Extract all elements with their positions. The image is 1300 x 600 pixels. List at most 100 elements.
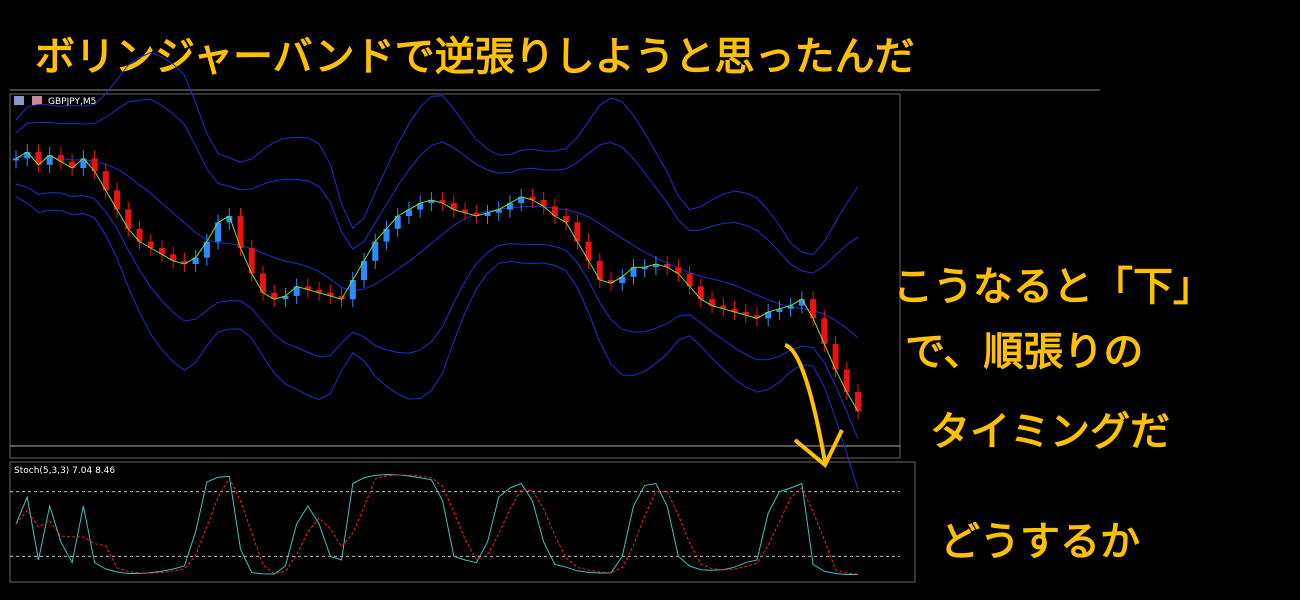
band-middle [15,154,859,339]
candle [282,296,289,300]
candle [394,216,401,229]
icon [32,96,42,105]
candle [753,315,760,319]
annotation: どうするか [940,519,1140,565]
candle [13,158,19,161]
title: ボリンジャーバンドで逆張りしようと思ったんだ [35,34,915,80]
candle [619,276,626,284]
candle [338,296,345,300]
band-outer-lower [15,196,859,490]
candle [35,152,42,165]
candle [551,206,558,216]
candle [641,267,648,270]
candle [697,286,704,300]
candle [731,308,738,312]
candle [518,196,525,204]
candle [675,267,682,274]
candle [102,171,109,191]
annotation: タイミングだ [930,409,1170,455]
candle [810,299,817,319]
candle [462,209,469,213]
annotation: で、順張りの [905,329,1143,375]
candle [798,299,805,306]
candle [405,209,412,216]
candle [506,203,513,210]
candle [136,228,143,242]
candle [226,216,233,223]
candle [484,212,491,216]
candle [709,299,716,306]
candle [630,267,637,277]
candle [69,161,76,168]
candle [664,264,671,268]
candle [271,292,278,300]
indicator-label: Stoch(5,3,3) 7.04 8.46 [14,466,115,476]
candle [450,203,457,210]
candle [596,260,603,280]
candle [125,209,132,229]
candle [327,292,334,296]
candle [652,264,659,268]
band-outer-upper [15,51,859,256]
symbol: GBPJPY,M5 [48,97,96,107]
candle [686,273,693,287]
candle [843,369,850,392]
candle [439,200,446,204]
candle [46,155,53,165]
candle [237,216,244,248]
candle [181,260,188,264]
candle [776,308,783,312]
band-lower [15,183,859,439]
arrow-head [793,429,844,469]
candle [248,248,255,274]
icon [14,96,24,105]
candle [349,280,356,300]
candle [114,190,121,210]
candle [855,392,861,412]
candle [215,222,222,242]
candle [473,212,480,216]
candle [585,241,592,261]
candle [24,152,31,159]
candle [608,280,615,284]
candle [540,200,547,207]
band-upper [15,98,859,274]
candle [192,257,199,264]
stoch-signal [15,474,859,575]
plot [10,51,900,576]
candle [293,286,300,296]
candle [383,228,390,242]
candle [91,158,98,172]
candle [170,254,177,261]
candle [495,209,502,213]
candle [765,312,772,319]
candle [821,318,828,344]
candle [563,216,570,223]
arrow [784,343,827,463]
candle [742,312,749,316]
candle [787,305,794,309]
candle [57,155,64,162]
main-panel [9,93,901,459]
stoch-main [15,473,858,576]
stoch-panel [9,461,916,583]
candle [361,260,368,280]
candle [80,158,87,168]
candle [529,196,536,200]
candle [304,286,311,290]
candle [832,344,839,370]
candle [316,289,323,293]
candle [203,241,210,258]
candle [259,273,266,293]
candle [720,305,727,309]
candle [147,241,154,248]
candle [372,241,379,261]
price-line [15,151,859,412]
candle [574,222,581,242]
candle [158,248,165,255]
annotation: こうなると「下」 [893,264,1213,310]
candle [417,203,424,210]
candle [428,200,435,204]
